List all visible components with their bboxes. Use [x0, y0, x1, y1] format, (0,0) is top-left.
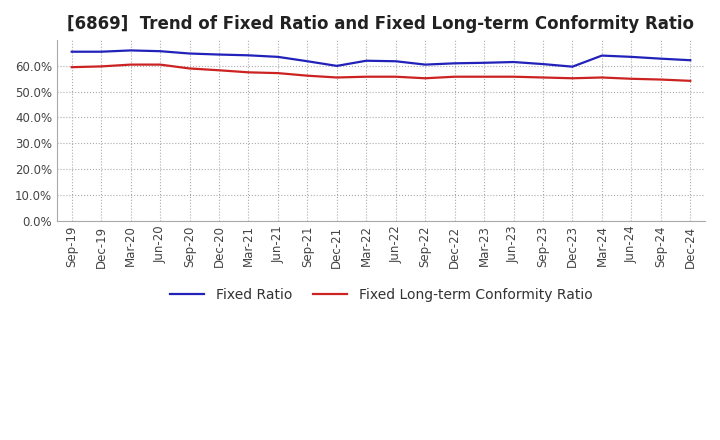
Fixed Ratio — [303, 59, 312, 64]
Fixed Long-term Conformity Ratio — [185, 66, 194, 71]
Fixed Long-term Conformity Ratio — [126, 62, 135, 67]
Fixed Long-term Conformity Ratio — [244, 70, 253, 75]
Fixed Ratio — [362, 58, 371, 63]
Fixed Ratio — [185, 51, 194, 56]
Fixed Long-term Conformity Ratio — [421, 76, 430, 81]
Fixed Ratio — [568, 64, 577, 70]
Fixed Ratio — [598, 53, 606, 58]
Fixed Ratio — [627, 54, 636, 59]
Fixed Ratio — [126, 48, 135, 53]
Fixed Ratio — [97, 49, 106, 55]
Fixed Long-term Conformity Ratio — [156, 62, 164, 67]
Fixed Ratio — [215, 52, 223, 57]
Fixed Ratio — [450, 61, 459, 66]
Fixed Ratio — [480, 60, 488, 66]
Fixed Ratio — [156, 48, 164, 54]
Fixed Ratio — [333, 63, 341, 69]
Title: [6869]  Trend of Fixed Ratio and Fixed Long-term Conformity Ratio: [6869] Trend of Fixed Ratio and Fixed Lo… — [68, 15, 695, 33]
Fixed Ratio — [392, 59, 400, 64]
Fixed Ratio — [421, 62, 430, 67]
Fixed Long-term Conformity Ratio — [509, 74, 518, 79]
Fixed Long-term Conformity Ratio — [657, 77, 665, 82]
Line: Fixed Long-term Conformity Ratio: Fixed Long-term Conformity Ratio — [72, 65, 690, 81]
Fixed Ratio — [539, 62, 547, 67]
Fixed Ratio — [68, 49, 76, 55]
Fixed Long-term Conformity Ratio — [392, 74, 400, 79]
Fixed Long-term Conformity Ratio — [539, 75, 547, 80]
Fixed Long-term Conformity Ratio — [274, 70, 282, 76]
Fixed Long-term Conformity Ratio — [627, 76, 636, 81]
Fixed Ratio — [509, 59, 518, 65]
Line: Fixed Ratio: Fixed Ratio — [72, 51, 690, 67]
Fixed Long-term Conformity Ratio — [480, 74, 488, 79]
Fixed Long-term Conformity Ratio — [598, 75, 606, 80]
Fixed Long-term Conformity Ratio — [215, 68, 223, 73]
Fixed Long-term Conformity Ratio — [568, 76, 577, 81]
Fixed Long-term Conformity Ratio — [362, 74, 371, 79]
Fixed Ratio — [274, 54, 282, 59]
Fixed Ratio — [657, 56, 665, 61]
Fixed Long-term Conformity Ratio — [303, 73, 312, 78]
Legend: Fixed Ratio, Fixed Long-term Conformity Ratio: Fixed Ratio, Fixed Long-term Conformity … — [164, 282, 598, 308]
Fixed Long-term Conformity Ratio — [68, 65, 76, 70]
Fixed Long-term Conformity Ratio — [450, 74, 459, 79]
Fixed Long-term Conformity Ratio — [97, 64, 106, 69]
Fixed Ratio — [244, 53, 253, 58]
Fixed Ratio — [686, 58, 695, 63]
Fixed Long-term Conformity Ratio — [333, 75, 341, 80]
Fixed Long-term Conformity Ratio — [686, 78, 695, 84]
